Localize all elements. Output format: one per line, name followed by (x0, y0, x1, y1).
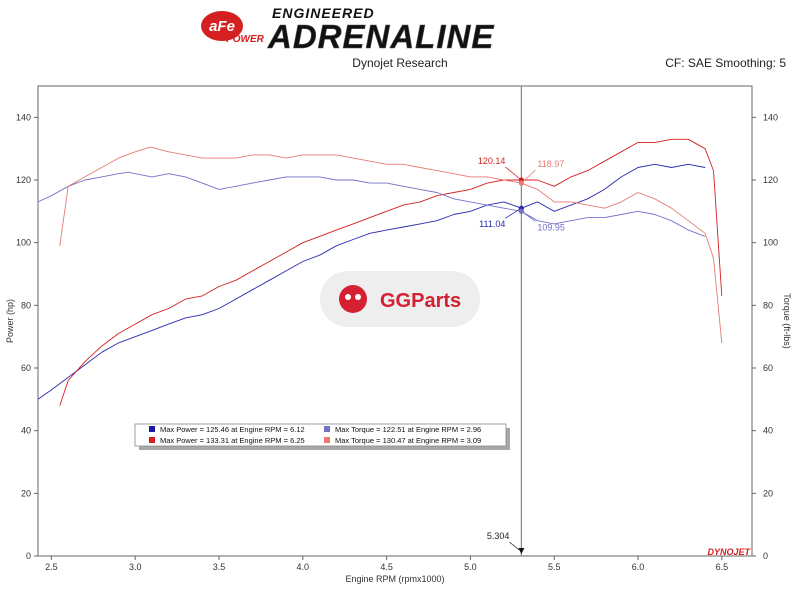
x-tick-label: 3.5 (213, 562, 226, 572)
cursor-value-label: 118.97 (537, 159, 564, 169)
y-tick-label-right: 140 (763, 112, 778, 122)
brand-header: aFe POWER ENGINEERED ADRENALINE Dynojet … (201, 5, 786, 70)
x-tick-label: 5.0 (464, 562, 477, 572)
y-tick-label-right: 20 (763, 488, 773, 498)
legend-entry: Max Torque = 122.51 at Engine RPM = 2.96 (335, 425, 481, 434)
y-tick-label-left: 80 (21, 300, 31, 310)
cursor-rpm-leader (509, 541, 520, 551)
cursor-arrow-icon (518, 548, 525, 554)
y-axis-label-right: Torque (ft-lbs) (782, 293, 792, 349)
y-tick-label-left: 0 (26, 551, 31, 561)
y-tick-label-right: 0 (763, 551, 768, 561)
x-tick-label: 4.0 (297, 562, 310, 572)
watermark: GGParts (320, 271, 480, 327)
y-tick-label-right: 80 (763, 300, 773, 310)
cursor-value-leader (505, 166, 522, 181)
y-tick-label-left: 140 (16, 112, 31, 122)
watermark-text: GGParts (380, 290, 461, 312)
x-tick-label: 5.5 (548, 562, 561, 572)
cursor-value-label: 111.04 (479, 219, 505, 229)
x-tick-label: 3.0 (129, 562, 142, 572)
y-axis-label-left: Power (hp) (5, 299, 15, 343)
brand-small-title: ENGINEERED (272, 5, 375, 21)
gg-logo-eye-left (345, 294, 351, 300)
legend: Max Power = 125.46 at Engine RPM = 6.12 M… (134, 423, 510, 450)
dynojet-mark: DYNOJET (707, 547, 751, 557)
afe-badge-icon (201, 11, 243, 41)
cursor-value-marker (518, 208, 524, 214)
y-tick-label-left: 60 (21, 363, 31, 373)
x-tick-label: 2.5 (45, 562, 58, 572)
y-tick-label-left: 20 (21, 488, 31, 498)
afe-badge-text: aFe (209, 18, 235, 35)
legend-swatch (149, 426, 155, 432)
brand-large-title: ADRENALINE (267, 18, 494, 55)
x-tick-label: 6.5 (716, 562, 729, 572)
x-axis-label: Engine RPM (rpmx1000) (345, 574, 444, 584)
y-tick-label-right: 40 (763, 426, 773, 436)
y-tick-label-left: 40 (21, 426, 31, 436)
series-line-2 (59, 138, 723, 406)
y-tick-label-left: 120 (16, 175, 31, 185)
x-tick-label: 4.5 (380, 562, 393, 572)
y-tick-label-right: 100 (763, 238, 778, 248)
legend-entry: Max Torque = 130.47 at Engine RPM = 3.09 (335, 436, 481, 445)
y-tick-label-left: 100 (16, 238, 31, 248)
legend-entry: Max Power = 133.31 at Engine RPM = 6.25 (160, 436, 305, 445)
watermark-pill (320, 271, 480, 327)
cursor-value-label: 120.14 (478, 156, 506, 166)
gg-logo-icon (339, 285, 367, 313)
research-label: Dynojet Research (352, 56, 447, 70)
legend-swatch (324, 426, 330, 432)
legend-swatch (324, 437, 330, 443)
afe-badge-sub: POWER (226, 34, 265, 45)
gg-logo-eye-right (355, 294, 361, 300)
cursor-value-leader (521, 211, 536, 222)
cursor-value-leader (505, 207, 522, 219)
y-tick-label-right: 120 (763, 175, 778, 185)
series-line-4 (59, 146, 723, 343)
y-tick-label-right: 60 (763, 363, 773, 373)
legend-box (134, 423, 507, 447)
legend-entry: Max Power = 125.46 at Engine RPM = 6.12 (160, 425, 305, 434)
x-tick-label: 6.0 (632, 562, 645, 572)
cursor-value-marker (518, 180, 524, 186)
cursor-value-label: 109.95 (537, 222, 565, 232)
series-group (37, 138, 723, 406)
legend-swatch (149, 437, 155, 443)
series-line-3 (37, 171, 706, 237)
series-line-1 (37, 163, 706, 400)
settings-label: CF: SAE Smoothing: 5 (665, 56, 786, 70)
cursor-rpm-label: 5.304 (487, 531, 510, 541)
axes: 2.5 3.0 3.5 4.0 4.5 5.0 5.5 6.0 6.5 0 0 20 20 40 40 60 6… (5, 112, 792, 584)
rpm-cursor: 5.304 120.14 118.97 111.04 109.95 (478, 86, 565, 556)
cursor-value-leader (521, 169, 536, 184)
